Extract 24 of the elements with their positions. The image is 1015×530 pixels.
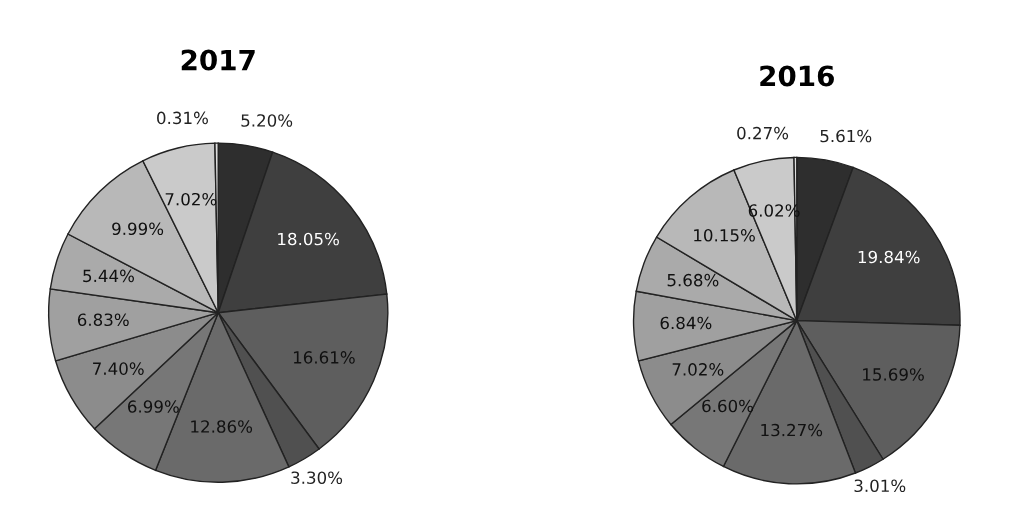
data-label: 15.69%: [863, 368, 924, 381]
data-label: 10.15%: [694, 228, 755, 242]
chart-title: 2016: [760, 65, 834, 87]
data-label: 5.20%: [241, 114, 293, 127]
data-label: 5.44%: [83, 269, 135, 283]
data-label: 6.99%: [128, 400, 179, 413]
data-label: 12.86%: [191, 420, 253, 433]
data-label: 18.05%: [278, 232, 339, 246]
data-label: 6.60%: [702, 399, 754, 413]
data-label: 3.01%: [854, 479, 906, 493]
data-label: 5.61%: [820, 129, 872, 143]
data-label: 6.84%: [660, 316, 712, 330]
data-label: 0.27%: [737, 126, 789, 140]
data-label: 19.84%: [858, 250, 920, 264]
data-label: 6.83%: [77, 313, 129, 327]
data-label: 9.99%: [112, 222, 164, 236]
chart-title: 2017: [181, 49, 255, 71]
data-label: 3.30%: [291, 471, 343, 485]
data-label: 7.40%: [93, 362, 144, 375]
data-label: 13.27%: [761, 423, 823, 437]
data-label: 16.61%: [293, 351, 355, 364]
data-label: 7.02%: [672, 363, 724, 376]
data-label: 5.68%: [667, 273, 719, 287]
data-label: 0.31%: [157, 111, 208, 125]
